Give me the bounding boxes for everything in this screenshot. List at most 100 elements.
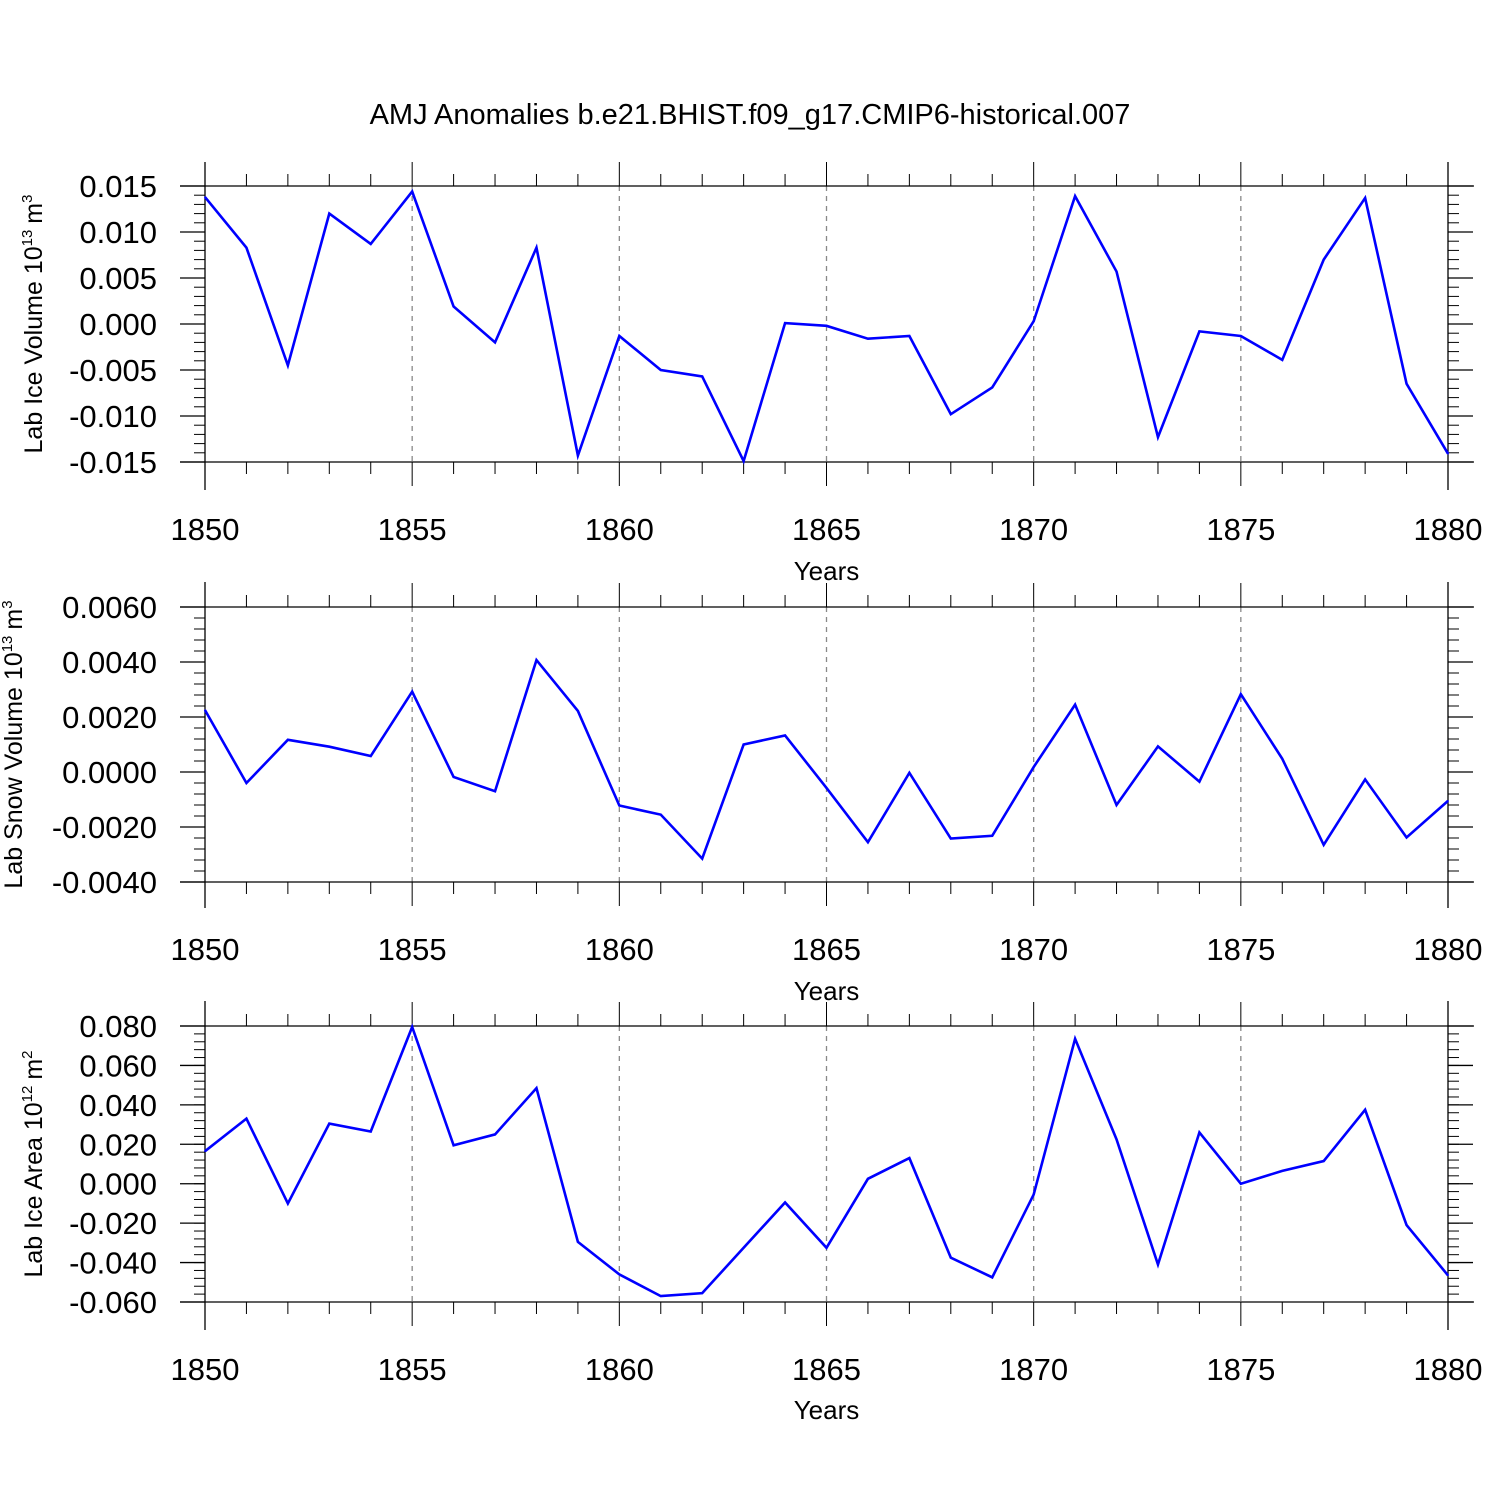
snow-volume-x-tick-label: 1870 bbox=[999, 932, 1068, 967]
snow-volume-data-point bbox=[991, 835, 994, 837]
snow-volume-data-point bbox=[1447, 800, 1449, 802]
snow-volume-data-point bbox=[659, 813, 662, 816]
ice-volume-y-label-exponent: 13 bbox=[19, 230, 36, 247]
snow-volume-data-point bbox=[867, 841, 869, 843]
ice-volume-y-tick-label: -0.005 bbox=[69, 353, 157, 388]
ice-volume-y-label-unit-exponent: 3 bbox=[19, 195, 36, 203]
ice-volume-data-point bbox=[908, 335, 911, 337]
ice-area-data-point bbox=[204, 1150, 206, 1152]
ice-area-data-point bbox=[1364, 1108, 1366, 1111]
snow-volume-data-point bbox=[1115, 804, 1118, 806]
ice-area-y-tick-label: -0.040 bbox=[69, 1246, 157, 1281]
ice-area-data-point bbox=[535, 1087, 538, 1089]
snow-volume-y-tick-label: 0.0020 bbox=[62, 700, 157, 735]
ice-volume-data-point bbox=[825, 325, 828, 327]
ice-area-data-point bbox=[618, 1273, 621, 1276]
ice-volume-data-point bbox=[867, 337, 869, 340]
snow-volume-data-point bbox=[1281, 758, 1284, 760]
ice-volume-y-label-text: Lab Ice Volume 10 bbox=[20, 246, 48, 453]
ice-area-x-tick-label: 1870 bbox=[999, 1352, 1068, 1387]
ice-area-data-point bbox=[867, 1177, 869, 1180]
snow-volume-y-label-unit: m bbox=[0, 609, 28, 630]
ice-area-data-point bbox=[950, 1256, 952, 1259]
ice-area-data-point bbox=[701, 1292, 703, 1294]
ice-volume-data-point bbox=[494, 341, 496, 344]
ice-volume-data-point bbox=[1157, 436, 1159, 438]
ice-volume-x-tick-label: 1865 bbox=[792, 512, 861, 547]
ice-area-y-label-unit: m bbox=[20, 1059, 48, 1080]
ice-volume-data-point bbox=[1198, 330, 1201, 333]
ice-area-x-tick-label: 1855 bbox=[378, 1352, 447, 1387]
ice-volume-data-point bbox=[1115, 270, 1118, 273]
ice-area-data-point bbox=[1281, 1170, 1284, 1172]
ice-area-y-label-exponent: 12 bbox=[19, 1086, 36, 1103]
ice-volume-data-point bbox=[411, 190, 413, 193]
snow-volume-x-tick-label: 1860 bbox=[585, 932, 654, 967]
snow-volume-data-point bbox=[369, 755, 372, 757]
ice-area-data-point bbox=[328, 1122, 331, 1125]
ice-area-y-tick-label: 0.060 bbox=[79, 1048, 157, 1083]
ice-volume-y-axis-label: Lab Ice Volume 1013 m3 bbox=[19, 195, 48, 454]
ice-area-x-tick-label: 1860 bbox=[585, 1352, 654, 1387]
ice-area-data-point bbox=[494, 1133, 496, 1136]
ice-volume-data-point bbox=[452, 305, 455, 308]
ice-area-x-tick-label: 1865 bbox=[792, 1352, 861, 1387]
panel-snow-volume: 1850 1855 1860 1865 1870 1875 1880 Years 0.0060 0… bbox=[0, 582, 1482, 1006]
snow-volume-x-tick-label: 1875 bbox=[1206, 932, 1275, 967]
ice-area-y-tick-label: -0.020 bbox=[69, 1206, 157, 1241]
snow-volume-data-point bbox=[1405, 836, 1408, 839]
ice-area-data-point bbox=[245, 1117, 248, 1120]
snow-volume-data-point bbox=[1322, 844, 1325, 846]
ice-area-y-axis-label: Lab Ice Area 1012 m2 bbox=[19, 1051, 48, 1278]
ice-volume-x-tick-label: 1880 bbox=[1414, 512, 1483, 547]
ice-volume-data-point bbox=[1281, 359, 1284, 361]
ice-area-data-point bbox=[1240, 1182, 1242, 1185]
ice-area-x-axis-label: Years bbox=[794, 1395, 860, 1425]
ice-area-y-tick-label: 0.000 bbox=[79, 1167, 157, 1202]
snow-volume-data-point bbox=[411, 690, 413, 693]
ice-volume-data-point bbox=[742, 460, 745, 462]
ice-volume-data-point bbox=[369, 243, 372, 245]
ice-volume-data-point bbox=[950, 413, 952, 415]
ice-volume-x-tick-label: 1850 bbox=[171, 512, 240, 547]
ice-volume-data-point bbox=[1364, 197, 1366, 199]
ice-volume-data-point bbox=[784, 322, 786, 324]
ice-area-data-point bbox=[1032, 1193, 1035, 1196]
ice-volume-y-tick-label: -0.010 bbox=[69, 399, 157, 434]
snow-volume-y-tick-label: -0.0020 bbox=[52, 810, 157, 845]
ice-area-data-point bbox=[411, 1026, 413, 1028]
ice-area-x-tick-label: 1875 bbox=[1206, 1352, 1275, 1387]
ice-volume-x-tick-label: 1855 bbox=[378, 512, 447, 547]
ice-area-data-point bbox=[1322, 1160, 1325, 1162]
ice-area-y-tick-label: 0.040 bbox=[79, 1088, 157, 1123]
ice-area-data-point bbox=[1157, 1263, 1159, 1266]
ice-volume-y-tick-label: 0.005 bbox=[79, 261, 157, 296]
ice-volume-y-tick-label: 0.015 bbox=[79, 169, 157, 204]
ice-volume-data-point bbox=[245, 246, 248, 249]
snow-volume-y-tick-label: 0.0000 bbox=[62, 755, 157, 790]
ice-area-data-point bbox=[784, 1201, 786, 1204]
snow-volume-data-point bbox=[825, 787, 828, 789]
ice-volume-data-point bbox=[1240, 335, 1242, 337]
ice-volume-data-point bbox=[1074, 195, 1076, 197]
panel-ice-area: 1850 1855 1860 1865 1870 1875 1880 Years 0.080 0.… bbox=[19, 1001, 1482, 1425]
ice-area-data-point bbox=[369, 1130, 372, 1133]
ice-volume-x-tick-label: 1860 bbox=[585, 512, 654, 547]
snow-volume-data-point bbox=[784, 734, 786, 737]
ice-volume-x-tick-label: 1870 bbox=[999, 512, 1068, 547]
snow-volume-data-point bbox=[204, 709, 206, 711]
ice-area-data-point bbox=[1198, 1131, 1201, 1134]
snow-volume-y-label-text: Lab Snow Volume 10 bbox=[0, 652, 28, 888]
chart-title: AMJ Anomalies b.e21.BHIST.f09_g17.CMIP6-… bbox=[370, 99, 1131, 131]
snow-volume-data-point bbox=[1364, 778, 1366, 781]
snow-volume-data-point bbox=[452, 776, 455, 778]
ice-volume-data-point bbox=[1032, 320, 1035, 323]
snow-volume-x-axis-label: Years bbox=[794, 976, 860, 1006]
snow-volume-x-tick-label: 1865 bbox=[792, 932, 861, 967]
ice-volume-data-point bbox=[701, 375, 703, 378]
ice-area-data-point bbox=[908, 1157, 911, 1159]
snow-volume-x-tick-label: 1855 bbox=[378, 932, 447, 967]
ice-volume-y-label-unit: m bbox=[20, 203, 48, 224]
snow-volume-data-point bbox=[701, 857, 703, 860]
